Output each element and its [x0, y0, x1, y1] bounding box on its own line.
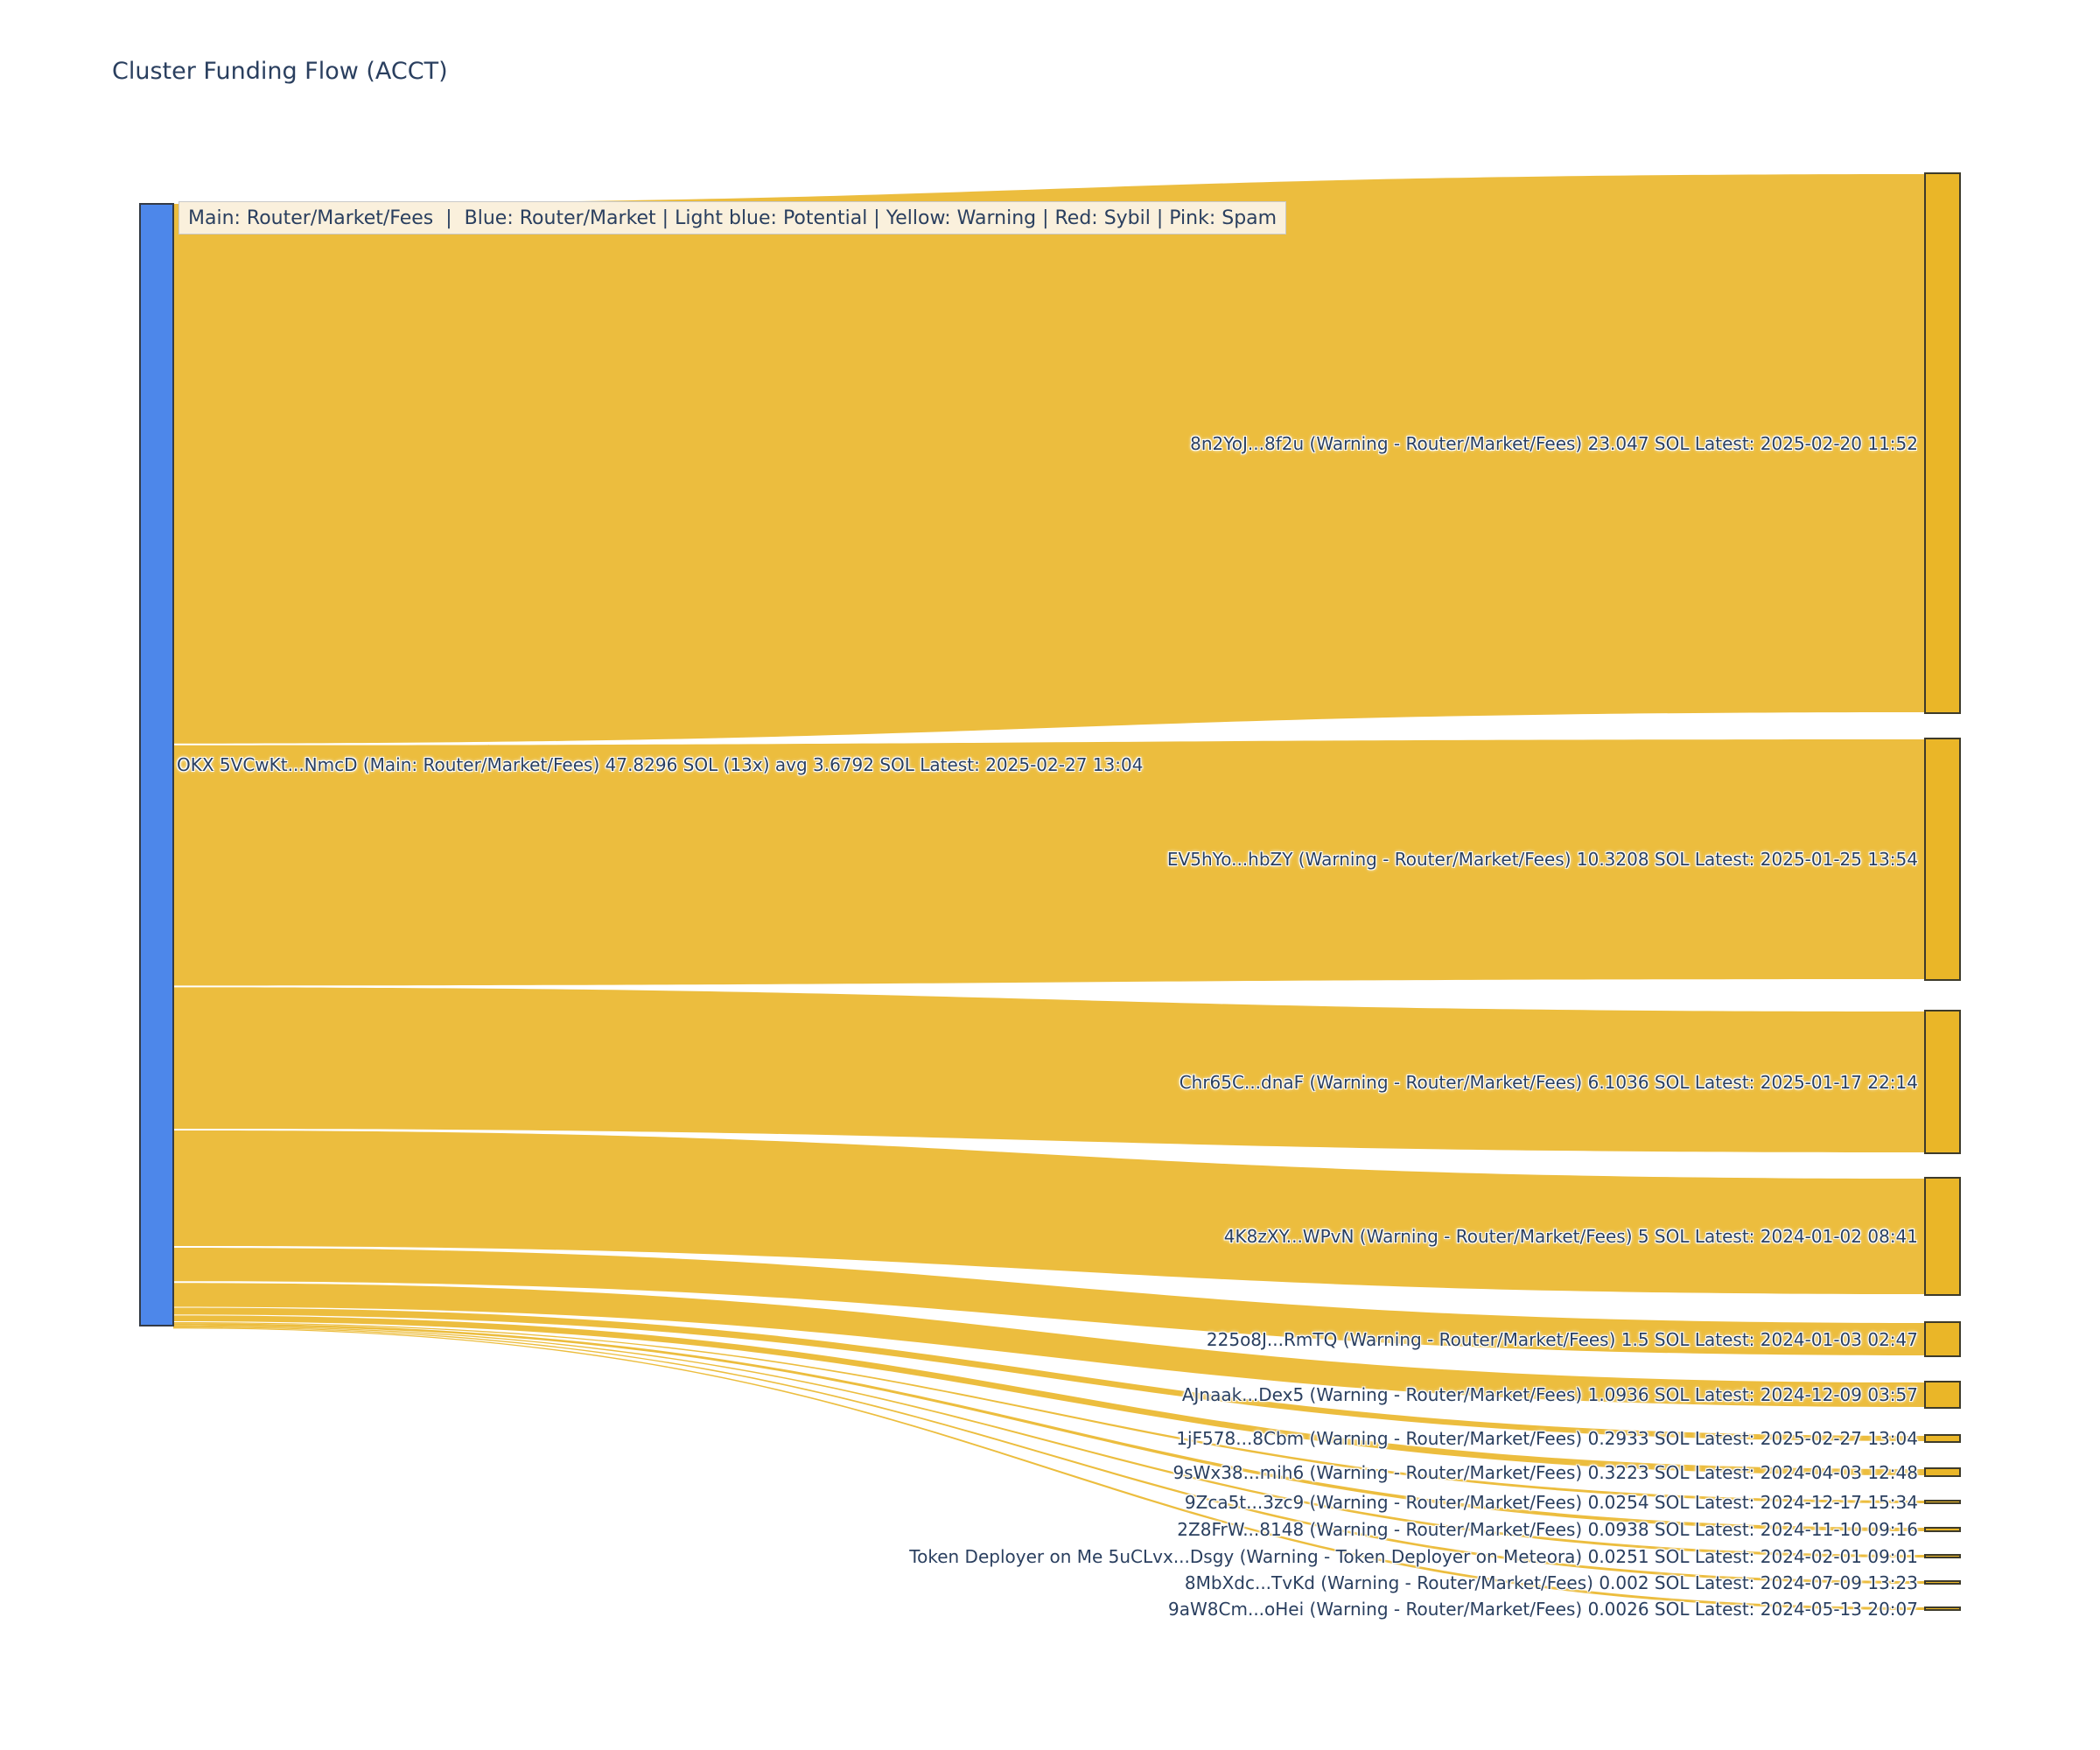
- sankey-link[interactable]: [173, 987, 1925, 1152]
- target-node-label: 8MbXdc...TvKd (Warning - Router/Market/F…: [1184, 1572, 1918, 1593]
- sankey-link[interactable]: [173, 1322, 1925, 1503]
- target-node[interactable]: [1924, 1177, 1961, 1296]
- target-node[interactable]: [1924, 738, 1961, 981]
- target-node[interactable]: [1924, 1606, 1961, 1611]
- sankey-link[interactable]: [173, 739, 1925, 986]
- sankey-link[interactable]: [173, 174, 1925, 744]
- target-node[interactable]: [1924, 1500, 1961, 1504]
- target-node-label: 4K8zXY...WPvN (Warning - Router/Market/F…: [1223, 1226, 1918, 1247]
- sankey-link[interactable]: [173, 1307, 1925, 1441]
- chart-title: Cluster Funding Flow (ACCT): [112, 58, 448, 85]
- sankey-link[interactable]: [173, 1247, 1925, 1355]
- target-node[interactable]: [1924, 1554, 1961, 1558]
- color-legend: Main: Router/Market/Fees | Blue: Router/…: [178, 201, 1287, 234]
- target-node-label: 9sWx38...mih6 (Warning - Router/Market/F…: [1172, 1461, 1918, 1483]
- target-node[interactable]: [1924, 1321, 1961, 1357]
- sankey-link[interactable]: [173, 1315, 1925, 1475]
- target-node-label: AJnaak...Dex5 (Warning - Router/Market/F…: [1181, 1384, 1918, 1405]
- sankey-link[interactable]: [173, 1325, 1925, 1558]
- source-node-label: OKX 5VCwKt...NmcD (Main: Router/Market/F…: [177, 754, 1144, 775]
- target-node-label: 9aW8Cm...oHei (Warning - Router/Market/F…: [1168, 1598, 1918, 1620]
- target-node[interactable]: [1924, 1467, 1961, 1477]
- source-node[interactable]: [139, 203, 174, 1326]
- target-node[interactable]: [1924, 1010, 1961, 1154]
- target-node-label: EV5hYo...hbZY (Warning - Router/Market/F…: [1166, 849, 1918, 870]
- target-node-label: 9Zca5t...3zc9 (Warning - Router/Market/F…: [1184, 1491, 1918, 1513]
- target-node-label: 2Z8FrW...8148 (Warning - Router/Market/F…: [1177, 1519, 1918, 1540]
- target-node[interactable]: [1924, 1381, 1961, 1409]
- target-node-label: 8n2YoJ...8f2u (Warning - Router/Market/F…: [1190, 432, 1918, 454]
- target-node[interactable]: [1924, 1527, 1961, 1532]
- target-node-label: 225o8J...RmTQ (Warning - Router/Market/F…: [1206, 1328, 1918, 1350]
- target-node[interactable]: [1924, 172, 1961, 714]
- sankey-link[interactable]: [173, 1323, 1925, 1531]
- sankey-link[interactable]: [173, 1130, 1925, 1294]
- sankey-link[interactable]: [173, 1326, 1925, 1584]
- target-node[interactable]: [1924, 1580, 1961, 1585]
- target-node-label: Chr65C...dnaF (Warning - Router/Market/F…: [1179, 1071, 1918, 1093]
- sankey-link[interactable]: [173, 1283, 1925, 1407]
- target-node-label: Token Deployer on Me 5uCLvx...Dsgy (Warn…: [909, 1545, 1918, 1567]
- sankey-link[interactable]: [173, 1327, 1925, 1610]
- target-node[interactable]: [1924, 1434, 1961, 1443]
- target-node-label: 1jF578...8Cbm (Warning - Router/Market/F…: [1176, 1428, 1918, 1449]
